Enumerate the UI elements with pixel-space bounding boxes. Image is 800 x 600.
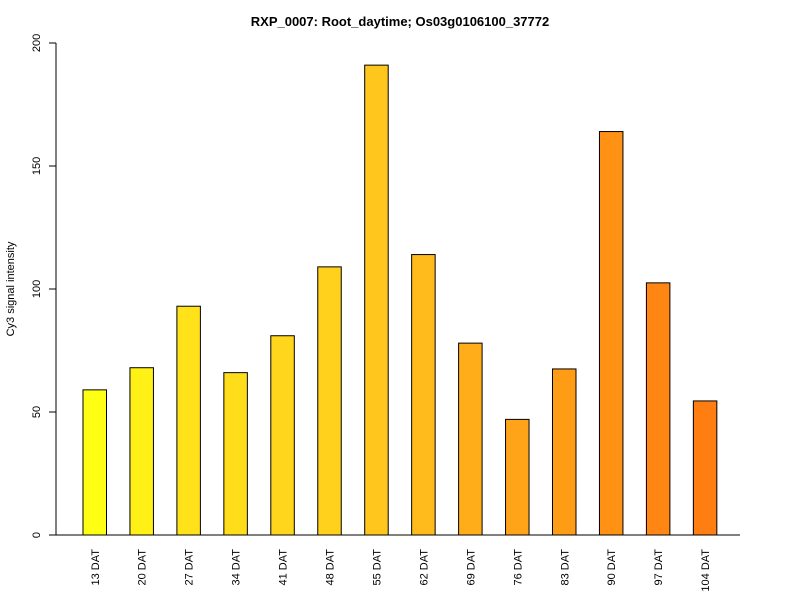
bar-104-dat: [692, 400, 718, 536]
y-tick-label: 100: [31, 280, 43, 298]
bar-41-dat: [270, 335, 295, 536]
x-tick-label: 83 DAT: [559, 549, 571, 586]
bar-62-dat: [411, 254, 436, 536]
x-tick-label: 13 DAT: [90, 549, 102, 586]
bar-97-dat: [645, 282, 671, 536]
bar-69-dat: [458, 342, 483, 536]
chart-title: RXP_0007: Root_daytime; Os03g0106100_377…: [251, 14, 549, 29]
bars-layer: [82, 64, 718, 536]
x-tick-label: 20 DAT: [137, 549, 149, 586]
y-tick-label: 200: [31, 34, 43, 52]
x-tick-label: 41 DAT: [278, 549, 290, 586]
x-tick-label: 48 DAT: [325, 549, 337, 586]
bar-27-dat: [176, 305, 201, 536]
x-axis: 13 DAT 20 DAT 27 DAT 34 DAT 41 DAT 48 DAT 55 D…: [56, 534, 740, 592]
bar-34-dat: [223, 372, 248, 536]
bar-48-dat: [317, 266, 342, 536]
bar-13-dat: [82, 389, 107, 536]
x-tick-label: 69 DAT: [465, 549, 477, 586]
bar-20-dat: [129, 367, 154, 536]
y-axis: 0 50 100 150 200: [31, 34, 57, 538]
y-tick-label: 0: [31, 532, 43, 538]
y-axis-label: Cy3 signal intensity: [5, 241, 17, 336]
x-tick-label: 104 DAT: [700, 549, 712, 592]
bar-55-dat: [364, 64, 389, 536]
bar-90-dat: [598, 131, 624, 536]
bar-83-dat: [552, 368, 577, 536]
y-tick-label: 50: [31, 406, 43, 418]
x-tick-label: 62 DAT: [418, 549, 430, 586]
x-tick-label: 76 DAT: [512, 549, 524, 586]
bar-76-dat: [505, 418, 530, 536]
x-tick-label: 27 DAT: [184, 549, 196, 586]
x-tick-label: 97 DAT: [653, 549, 665, 586]
x-tick-label: 90 DAT: [606, 549, 618, 586]
x-tick-label: 34 DAT: [231, 549, 243, 586]
y-tick-label: 150: [31, 157, 43, 175]
x-tick-label: 55 DAT: [371, 549, 383, 586]
